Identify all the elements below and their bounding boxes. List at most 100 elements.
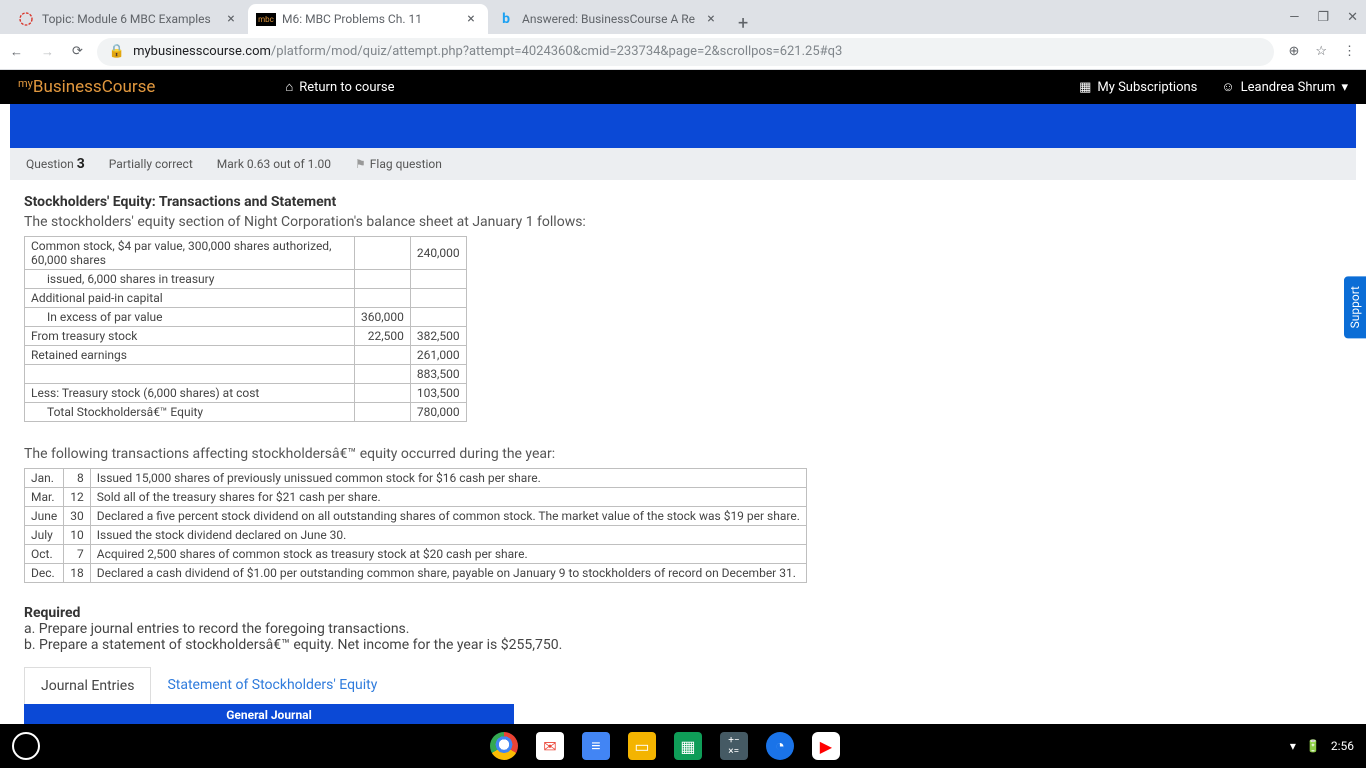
table-row: Additional paid-in capital [25, 289, 467, 308]
files-icon[interactable]: ◔ [766, 732, 794, 760]
cell-col2 [410, 308, 466, 327]
clock: 2:56 [1331, 739, 1354, 753]
support-tab[interactable]: Support [1344, 276, 1366, 338]
launcher-icon[interactable] [12, 732, 40, 760]
cell-col1 [355, 403, 411, 422]
cell-col2 [410, 270, 466, 289]
favicon-0 [18, 11, 34, 27]
cell-col1 [355, 365, 411, 384]
wifi-icon: ▾ [1290, 739, 1296, 753]
tab-close-icon[interactable]: × [704, 12, 718, 26]
table-row: Total Stockholdersâ€™ Equity 780,000 [25, 403, 467, 422]
browser-tab-0[interactable]: Topic: Module 6 MBC Examples × [8, 4, 248, 34]
cell-day: 8 [64, 469, 91, 488]
cell-col1 [355, 270, 411, 289]
question-meta-bar: Question 3 Partially correct Mark 0.63 o… [10, 148, 1356, 180]
menu-icon[interactable]: ⋮ [1343, 44, 1356, 59]
table-row: Jan.8Issued 15,000 shares of previously … [25, 469, 807, 488]
cell-col2: 103,500 [410, 384, 466, 403]
required-section: Required a. Prepare journal entries to r… [24, 605, 1342, 653]
cell-col2: 780,000 [410, 403, 466, 422]
my-subscriptions-link[interactable]: ▦ My Subscriptions [1079, 80, 1197, 95]
new-tab-button[interactable]: + [728, 13, 758, 34]
cell-col2: 240,000 [410, 237, 466, 270]
restore-icon[interactable]: ❐ [1317, 10, 1329, 25]
tab-title-1: M6: MBC Problems Ch. 11 [282, 12, 456, 26]
cell-col2: 883,500 [410, 365, 466, 384]
system-tray[interactable]: ▾ 🔋 2:56 [1290, 739, 1354, 753]
tab-close-icon[interactable]: × [224, 12, 238, 26]
cell-label: In excess of par value [25, 308, 355, 327]
cell-day: 12 [64, 488, 91, 507]
flag-question-link[interactable]: ⚑Flag question [355, 157, 442, 171]
gmail-icon[interactable]: ✉ [536, 732, 564, 760]
cell-label: Retained earnings [25, 346, 355, 365]
cell-month: Dec. [25, 564, 64, 583]
forward-icon[interactable]: → [41, 44, 54, 60]
cell-day: 7 [64, 545, 91, 564]
close-window-icon[interactable]: ✕ [1347, 10, 1358, 25]
chevron-down-icon: ▾ [1341, 80, 1348, 95]
user-menu[interactable]: ☺ Leandrea Shrum ▾ [1221, 79, 1348, 95]
table-row: 883,500 [25, 365, 467, 384]
site-header: myBusinessCourse ⌂ Return to course ▦ My… [0, 70, 1366, 104]
tab-stockholders-equity[interactable]: Statement of Stockholders' Equity [151, 667, 393, 704]
required-a: a. Prepare journal entries to record the… [24, 621, 409, 637]
url-input[interactable]: 🔒 mybusinesscourse.com/platform/mod/quiz… [97, 38, 1275, 66]
required-b: b. Prepare a statement of stockholdersâ€… [24, 637, 562, 653]
cell-month: July [25, 526, 64, 545]
tab-close-icon[interactable]: × [464, 12, 478, 26]
cell-col2: 382,500 [410, 327, 466, 346]
address-bar: ← → ⟳ 🔒 mybusinesscourse.com/platform/mo… [0, 34, 1366, 70]
table-row: Less: Treasury stock (6,000 shares) at c… [25, 384, 467, 403]
cell-label: Less: Treasury stock (6,000 shares) at c… [25, 384, 355, 403]
minimize-icon[interactable]: — [1289, 10, 1299, 25]
table-row: July10Issued the stock dividend declared… [25, 526, 807, 545]
gj-title: General Journal [24, 704, 514, 726]
problem-mid: The following transactions affecting sto… [24, 446, 1342, 462]
balance-sheet-table: Common stock, $4 par value, 300,000 shar… [24, 236, 467, 422]
cell-text: Issued the stock dividend declared on Ju… [90, 526, 806, 545]
docs-icon[interactable]: ≡ [582, 732, 610, 760]
battery-icon: 🔋 [1306, 739, 1321, 753]
tab-journal-entries[interactable]: Journal Entries [24, 667, 151, 704]
zoom-icon[interactable]: ⊕ [1288, 44, 1299, 59]
home-icon: ⌂ [285, 79, 293, 95]
sheets-icon[interactable]: ▦ [674, 732, 702, 760]
cell-text: Declared a cash dividend of $1.00 per ou… [90, 564, 806, 583]
browser-tab-strip: Topic: Module 6 MBC Examples × mbc M6: M… [0, 0, 1366, 34]
bookmark-icon[interactable]: ☆ [1315, 44, 1327, 59]
cell-day: 10 [64, 526, 91, 545]
cell-label [25, 365, 355, 384]
required-title: Required [24, 605, 80, 621]
page-banner [10, 104, 1356, 148]
problem-title: Stockholders' Equity: Transactions and S… [24, 194, 1342, 210]
cell-text: Issued 15,000 shares of previously uniss… [90, 469, 806, 488]
back-icon[interactable]: ← [10, 44, 23, 60]
table-row: In excess of par value360,000 [25, 308, 467, 327]
cell-col1 [355, 384, 411, 403]
question-number: Question 3 [26, 156, 85, 172]
tab-title-0: Topic: Module 6 MBC Examples [42, 12, 216, 26]
reload-icon[interactable]: ⟳ [72, 44, 83, 59]
brand-logo[interactable]: myBusinessCourse [18, 77, 155, 97]
cell-day: 30 [64, 507, 91, 526]
taskbar-apps: ✉ ≡ ▭ ▦ +−×= ◔ ▶ [40, 732, 1290, 760]
cell-col1: 360,000 [355, 308, 411, 327]
browser-tab-2[interactable]: b Answered: BusinessCourse A Re × [488, 4, 728, 34]
cell-col1 [355, 289, 411, 308]
calculator-icon[interactable]: +−×= [720, 732, 748, 760]
browser-tab-1[interactable]: mbc M6: MBC Problems Ch. 11 × [248, 4, 488, 34]
cell-col1: 22,500 [355, 327, 411, 346]
answer-tabs: Journal Entries Statement of Stockholder… [24, 667, 1342, 704]
table-row: Retained earnings261,000 [25, 346, 467, 365]
cell-label: issued, 6,000 shares in treasury [25, 270, 355, 289]
chrome-icon[interactable] [490, 732, 518, 760]
cell-label: Total Stockholdersâ€™ Equity [25, 403, 355, 422]
cell-month: Mar. [25, 488, 64, 507]
slides-icon[interactable]: ▭ [628, 732, 656, 760]
youtube-icon[interactable]: ▶ [812, 732, 840, 760]
return-to-course-link[interactable]: ⌂ Return to course [285, 79, 394, 95]
question-content: Stockholders' Equity: Transactions and S… [0, 180, 1366, 750]
table-row: Mar.12Sold all of the treasury shares fo… [25, 488, 807, 507]
